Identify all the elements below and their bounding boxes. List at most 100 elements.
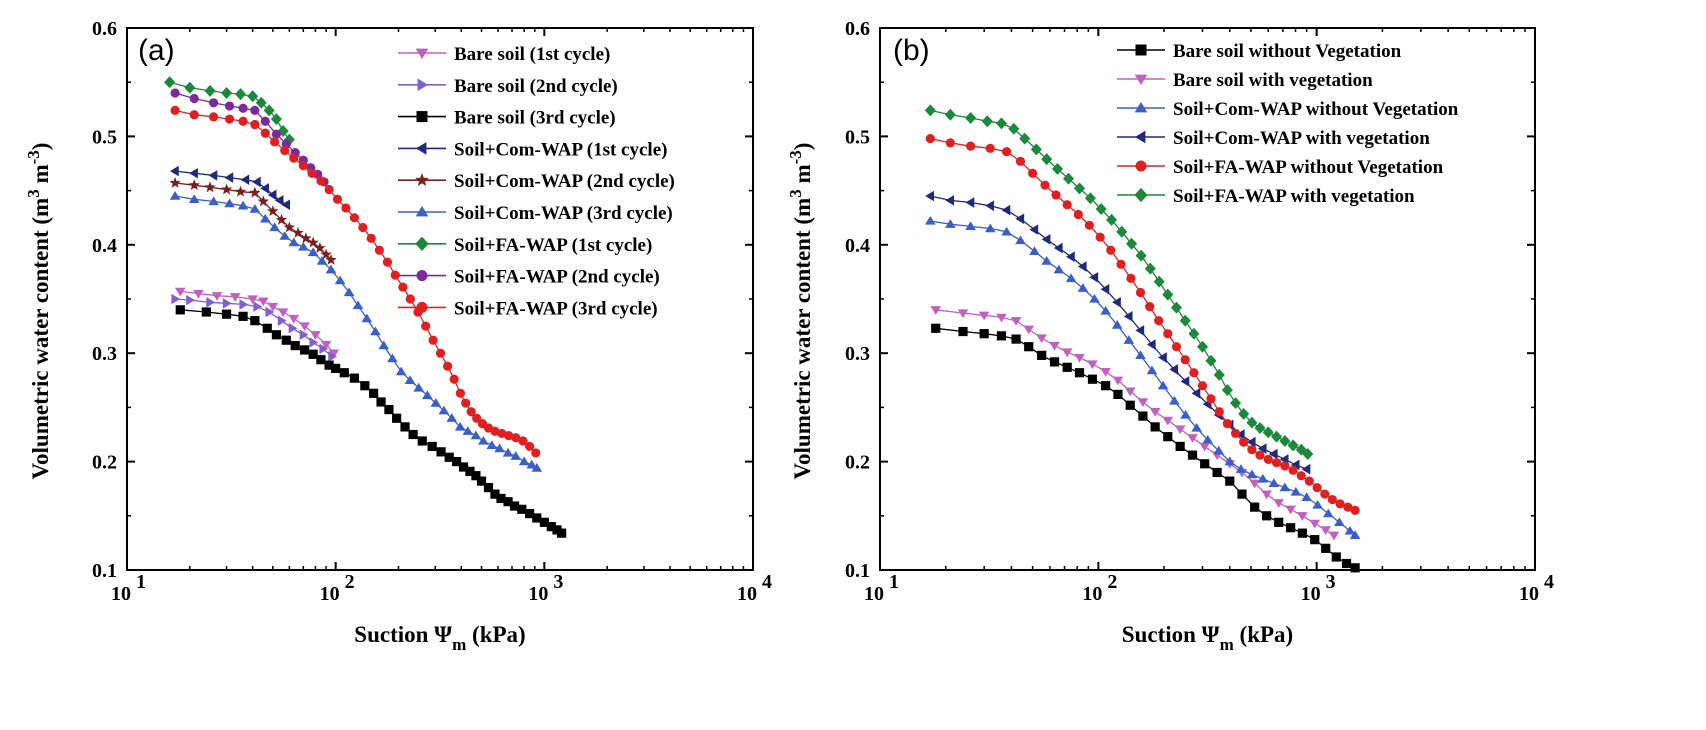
data-point — [358, 222, 368, 233]
data-point — [260, 183, 269, 194]
data-point — [1065, 251, 1075, 263]
data-point — [1001, 204, 1011, 216]
y-tick-label: 0.6 — [92, 18, 117, 40]
data-point — [208, 170, 218, 181]
data-point — [1331, 552, 1341, 562]
legend-label: Soil+FA-WAP with vegetation — [1173, 186, 1415, 207]
data-point — [1100, 283, 1110, 295]
y-tick-label: 0.3 — [845, 343, 870, 365]
data-point — [1074, 353, 1085, 363]
y-axis-label: Volumetric water content (m3 m-3) — [24, 143, 53, 480]
x-axis-label: Suction Ψm (kPa) — [354, 622, 525, 654]
data-point — [1073, 209, 1083, 220]
data-point — [1137, 398, 1149, 408]
data-point — [454, 421, 466, 431]
data-point — [310, 331, 321, 340]
data-point — [444, 452, 454, 462]
data-point — [1010, 317, 1022, 326]
data-point — [1309, 519, 1321, 529]
data-point — [462, 426, 474, 435]
data-point — [170, 165, 179, 177]
data-point — [1286, 523, 1296, 533]
data-point — [417, 436, 427, 446]
y-tick-label: 0.5 — [845, 126, 870, 148]
data-point — [316, 176, 326, 186]
data-point — [1112, 376, 1124, 386]
data-point — [978, 311, 990, 321]
data-point — [1230, 397, 1242, 410]
data-point — [250, 119, 260, 130]
data-point — [496, 493, 506, 504]
data-point — [1041, 234, 1051, 245]
data-point — [443, 361, 453, 371]
data-point — [510, 451, 522, 460]
series-bare-soil-without-vegetation — [931, 323, 1360, 573]
series-line — [930, 220, 1356, 536]
data-point — [1222, 419, 1232, 429]
data-point — [260, 213, 271, 223]
data-point — [1087, 374, 1098, 384]
data-point — [1135, 287, 1146, 298]
data-point — [1175, 441, 1185, 452]
data-point — [985, 200, 994, 212]
data-point — [170, 105, 180, 115]
data-point — [271, 129, 282, 139]
data-point — [979, 329, 989, 339]
data-point — [1237, 489, 1247, 499]
data-point — [1189, 368, 1199, 378]
data-point — [238, 116, 248, 126]
data-point — [1174, 425, 1186, 435]
data-point — [1049, 341, 1060, 351]
data-point — [966, 141, 976, 151]
data-point — [1106, 213, 1118, 226]
data-point — [476, 476, 487, 486]
data-point — [408, 429, 418, 440]
data-point — [1268, 478, 1280, 487]
data-point — [184, 81, 196, 94]
data-point — [1297, 528, 1307, 538]
x-tick-exponent: 1 — [889, 571, 899, 593]
data-point — [316, 355, 326, 365]
data-point — [1146, 365, 1158, 375]
data-point — [275, 213, 288, 225]
data-point — [1304, 476, 1314, 486]
data-point — [1049, 357, 1060, 367]
data-point — [1153, 275, 1165, 288]
data-point — [253, 301, 263, 312]
data-point — [1250, 502, 1260, 512]
data-point — [518, 456, 530, 466]
data-point — [1024, 342, 1034, 352]
series-soil-com-wap-2nd-cycle- — [169, 177, 337, 265]
data-point — [945, 195, 955, 206]
data-point — [455, 388, 465, 398]
data-point — [298, 241, 309, 251]
data-point — [283, 221, 296, 233]
data-point — [1249, 479, 1260, 489]
data-point — [1263, 454, 1273, 465]
data-point — [361, 313, 373, 323]
data-point — [224, 198, 235, 208]
data-point — [224, 172, 234, 183]
data-point — [201, 307, 211, 317]
x-tick-exponent: 4 — [1544, 571, 1554, 593]
data-point — [299, 329, 309, 341]
data-point — [267, 302, 279, 312]
data-point — [1335, 499, 1345, 509]
data-point — [271, 330, 282, 340]
data-point — [309, 337, 319, 348]
data-point — [461, 398, 471, 408]
data-point — [390, 270, 400, 280]
legend-marker — [1134, 74, 1148, 86]
data-point — [300, 232, 312, 244]
data-point — [1191, 422, 1202, 432]
y-tick-label: 0.1 — [845, 560, 870, 582]
y-tick-label: 0.2 — [92, 452, 117, 474]
data-point — [1235, 429, 1245, 440]
data-point — [320, 340, 332, 350]
data-point — [1163, 329, 1173, 339]
data-point — [1322, 508, 1334, 518]
data-point — [1162, 416, 1174, 426]
series-bare-soil-2nd-cycle- — [171, 293, 338, 362]
data-point — [478, 435, 489, 445]
